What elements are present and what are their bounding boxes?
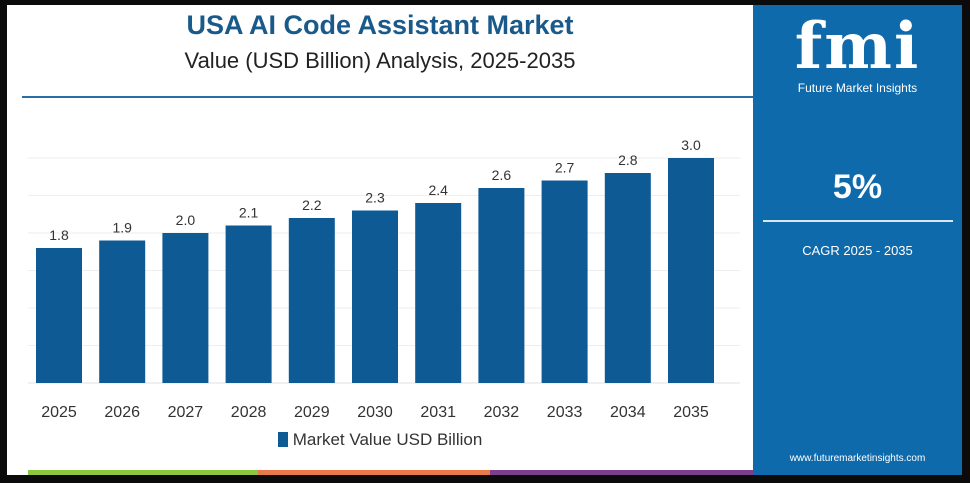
x-tick-label: 2035 (673, 404, 709, 421)
x-tick-label: 2026 (104, 404, 140, 421)
fmi-logo: fmi (794, 9, 921, 84)
data-label: 2.8 (618, 152, 638, 168)
data-label: 3.0 (681, 137, 701, 153)
x-tick-label: 2034 (610, 404, 646, 421)
x-tick-label: 2025 (41, 404, 77, 421)
chart-subtitle: Value (USD Billion) Analysis, 2025-2035 (184, 48, 576, 73)
x-tick-label: 2031 (420, 404, 456, 421)
website-url: www.futuremarketinsights.com (789, 453, 926, 464)
data-label: 1.8 (49, 227, 69, 243)
x-tick-label: 2028 (231, 404, 267, 421)
data-label: 2.7 (555, 160, 575, 176)
logo-subtitle: Future Market Insights (797, 81, 918, 95)
data-label: 2.0 (176, 212, 196, 228)
bar (352, 210, 398, 383)
chart-title: USA AI Code Assistant Market (186, 10, 574, 40)
bar (478, 188, 525, 383)
bar (225, 225, 272, 383)
bar (99, 240, 146, 383)
x-tick-label: 2030 (357, 404, 393, 421)
title-divider (22, 96, 753, 98)
cagr-label: CAGR 2025 - 2035 (802, 243, 913, 258)
bar (36, 248, 82, 383)
data-label: 2.2 (302, 197, 322, 213)
bar (541, 180, 588, 383)
data-label: 2.3 (365, 190, 385, 206)
legend: Market Value USD Billion (0, 430, 760, 450)
stripe-orange (258, 470, 490, 475)
bar (288, 218, 335, 383)
bar (162, 233, 209, 383)
x-tick-label: 2032 (484, 404, 520, 421)
bar (415, 203, 462, 383)
x-tick-label: 2027 (168, 404, 204, 421)
side-panel: fmi Future Market Insights 5% CAGR 2025 … (753, 5, 962, 475)
cagr-value: 5% (832, 168, 883, 206)
x-tick-label: 2033 (547, 404, 583, 421)
legend-label: Market Value USD Billion (292, 430, 483, 449)
x-tick-label: 2029 (294, 404, 330, 421)
bar (604, 173, 651, 383)
stripe-green (28, 470, 258, 475)
data-label: 2.4 (428, 182, 448, 198)
stripe-purple (490, 470, 753, 475)
bar (668, 158, 714, 383)
data-label: 2.1 (239, 205, 259, 221)
side-divider (763, 220, 953, 222)
data-label: 1.9 (112, 220, 132, 236)
bar-chart: 1.8 2025 1.9 2026 2.0 2027 2.1 2028 2.2 2029 2.3 20… (28, 137, 740, 421)
data-label: 2.6 (492, 167, 512, 183)
legend-swatch (277, 432, 288, 447)
